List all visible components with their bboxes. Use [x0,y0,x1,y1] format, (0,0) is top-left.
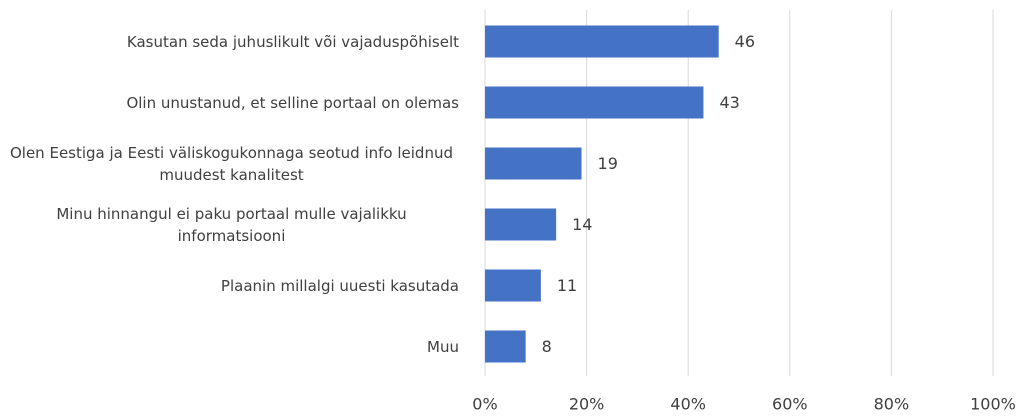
x-tick-label: 80% [874,395,910,414]
bar [485,86,704,119]
data-label: 43 [719,93,739,112]
x-tick-label: 20% [569,395,605,414]
y-tick-label: Olin unustanud, et selline portaal on ol… [126,93,459,112]
y-tick-label: Minu hinnangul ei paku portaal mulle vaj… [56,204,407,245]
x-tick-label: 40% [670,395,706,414]
x-tick-label: 60% [772,395,808,414]
data-label: 11 [557,276,577,295]
bar [485,25,719,58]
x-tick-label: 100% [970,395,1016,414]
y-tick-label: Plaanin millalgi uuesti kasutada [220,276,459,295]
data-label: 19 [598,154,618,173]
y-tick-label: Kasutan seda juhuslikult või vajaduspõhi… [126,32,459,51]
bar [485,330,526,363]
data-label: 14 [572,215,592,234]
y-tick-label: Muu [427,337,459,356]
bar [485,208,557,241]
y-tick-label: Olen Eestiga ja Eesti väliskogukonnaga s… [9,143,453,184]
bar [485,269,541,302]
x-tick-label: 0% [472,395,497,414]
bar [485,147,582,180]
data-label: 46 [735,32,755,51]
data-label: 8 [542,337,552,356]
